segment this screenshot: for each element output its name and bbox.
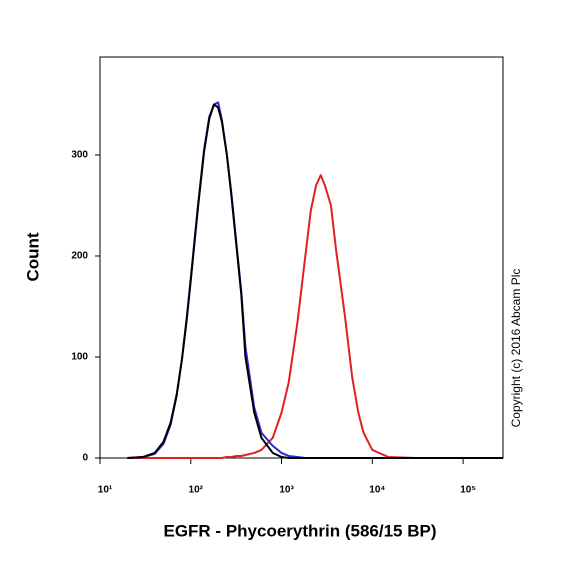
x-tick-label: 10³ (279, 485, 294, 496)
plot-frame (99, 56, 504, 459)
x-axis-label: EGFR - Phycoerythrin (586/15 BP) (163, 521, 436, 540)
series-line (127, 101, 503, 459)
series-line (127, 103, 503, 459)
y-tick-label: 300 (71, 150, 88, 161)
copyright: Copyright (c) 2016 Abcam Plc (509, 269, 523, 428)
y-tick-label: 100 (71, 352, 88, 363)
x-tick-label: 10⁵ (460, 485, 476, 496)
y-axis-label: Count (23, 232, 42, 281)
series-line (127, 174, 503, 459)
x-tick-label: 10⁴ (369, 485, 385, 496)
y-tick-label: 0 (82, 453, 88, 464)
x-tick-label: 10² (189, 485, 204, 496)
x-tick-label: 10¹ (98, 485, 113, 496)
y-tick-label: 200 (71, 251, 88, 262)
